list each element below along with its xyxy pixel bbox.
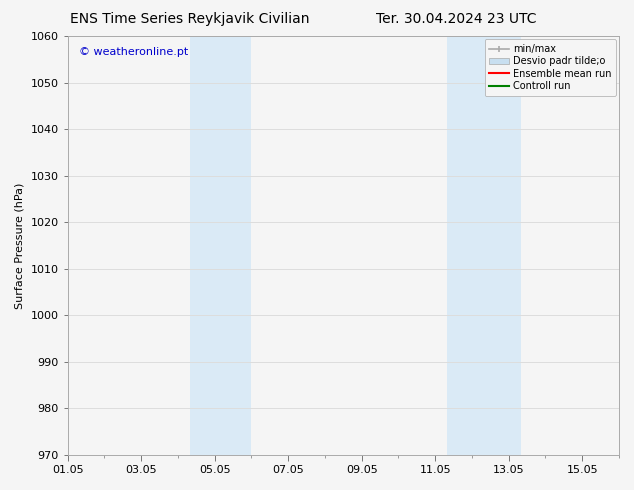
- Text: © weatheronline.pt: © weatheronline.pt: [79, 47, 188, 57]
- Legend: min/max, Desvio padr tilde;o, Ensemble mean run, Controll run: min/max, Desvio padr tilde;o, Ensemble m…: [484, 39, 616, 96]
- Bar: [448, 36, 521, 455]
- Bar: [190, 36, 252, 455]
- Y-axis label: Surface Pressure (hPa): Surface Pressure (hPa): [15, 182, 25, 309]
- Text: Ter. 30.04.2024 23 UTC: Ter. 30.04.2024 23 UTC: [376, 12, 537, 26]
- Text: ENS Time Series Reykjavik Civilian: ENS Time Series Reykjavik Civilian: [70, 12, 310, 26]
